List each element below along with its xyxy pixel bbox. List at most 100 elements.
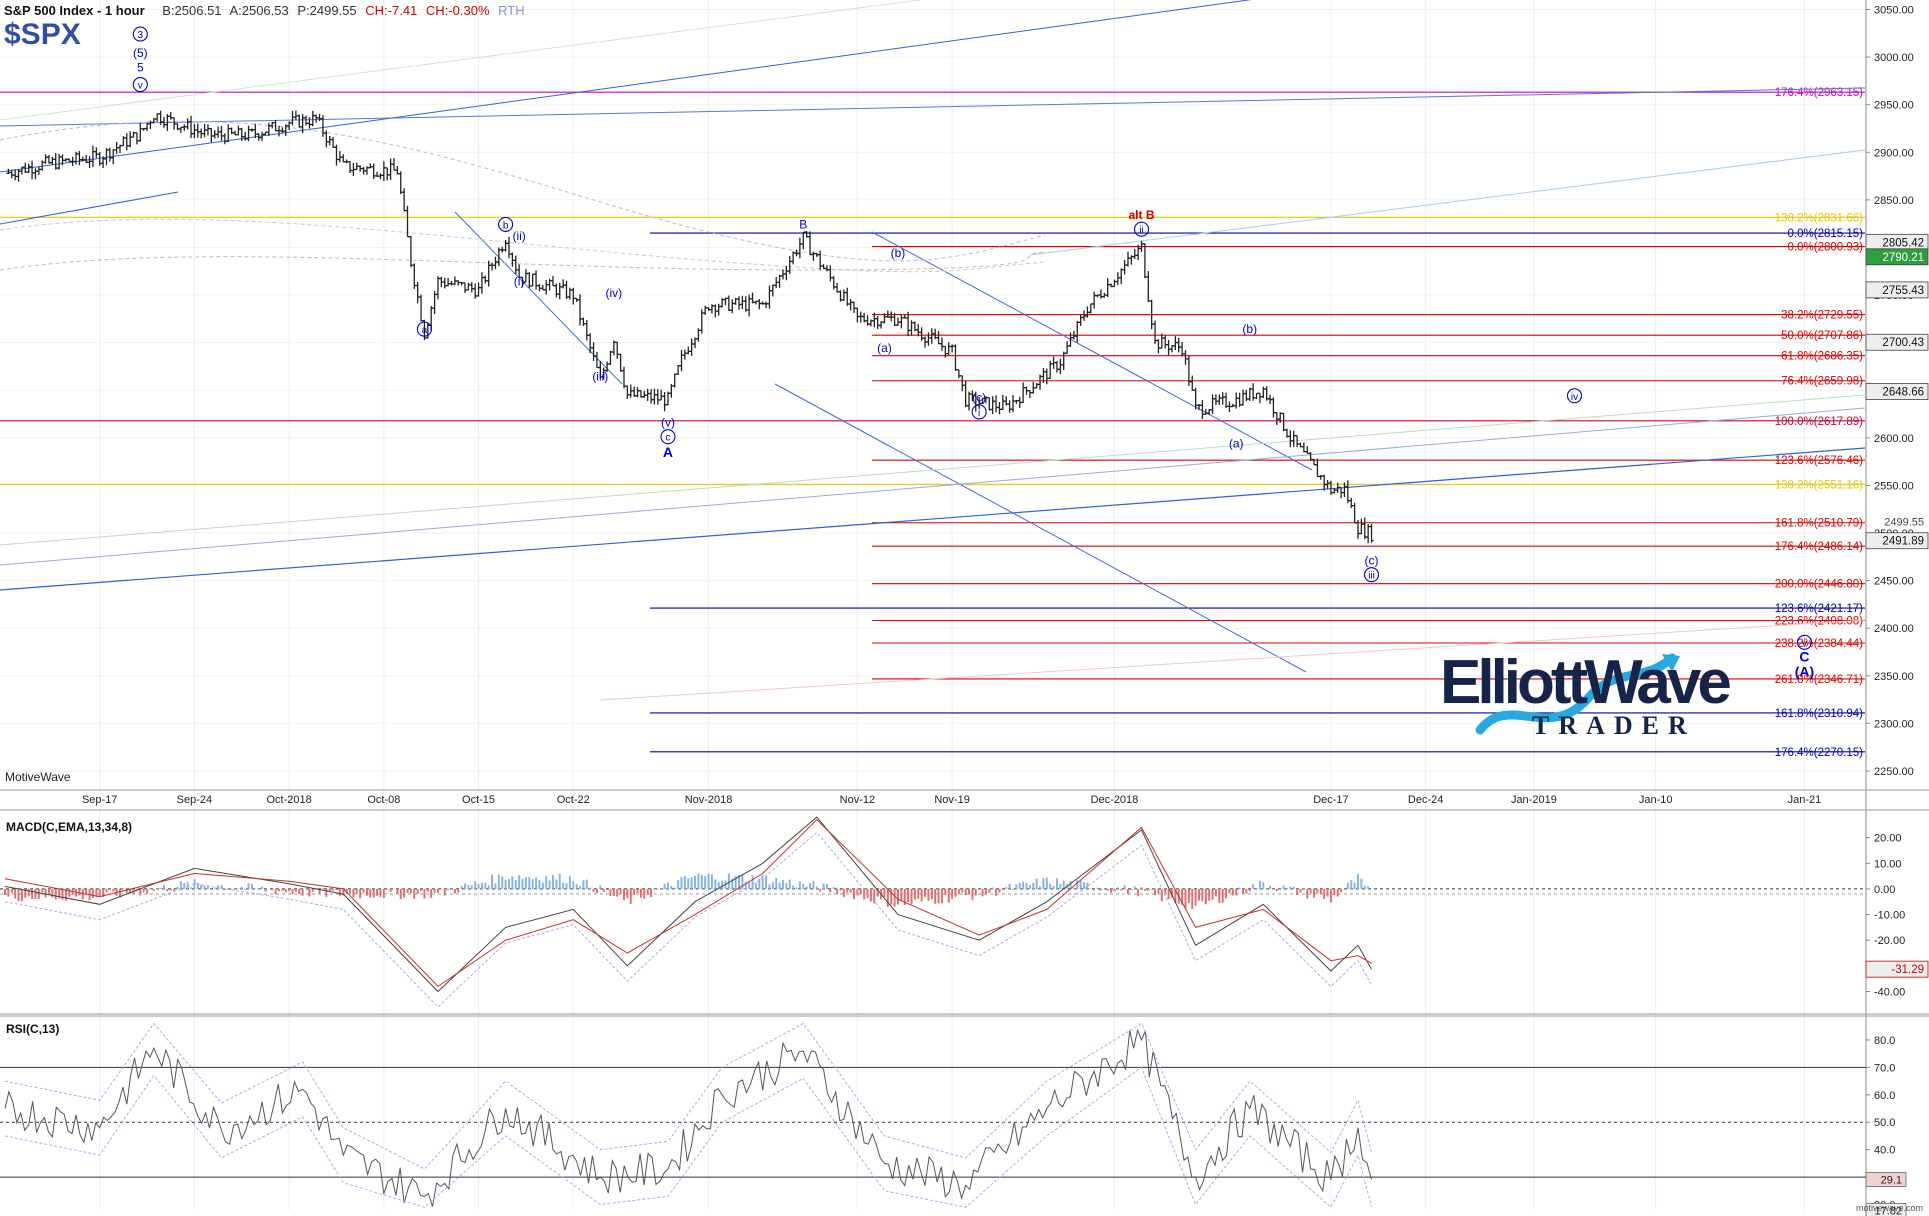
bid-quote: B:2506.51 xyxy=(162,3,222,18)
ohlc-bar xyxy=(36,166,41,175)
x-tick-label: Dec-2018 xyxy=(1091,794,1139,806)
wave-label: (iii) xyxy=(592,370,608,384)
moving-average-line xyxy=(0,251,1046,271)
ohlc-bar xyxy=(1281,412,1286,432)
fib-label: 161.8%(2510.79) xyxy=(1775,518,1863,530)
x-tick-label: Sep-24 xyxy=(177,794,212,806)
ohlc-bar xyxy=(1125,251,1130,267)
ohlc-bar xyxy=(936,331,941,345)
ohlc-bar xyxy=(209,127,214,143)
ohlc-bar xyxy=(1183,350,1188,365)
rsi-y-label: 80.0 xyxy=(1874,1035,1895,1047)
fib-label: 138.2%(2551.16) xyxy=(1775,479,1863,491)
ohlc-bar xyxy=(1291,430,1296,447)
ohlc-bar xyxy=(1119,268,1124,285)
wave-label: (ii) xyxy=(512,229,525,243)
ohlc-bar xyxy=(378,173,383,180)
ohlc-bar xyxy=(1257,392,1262,404)
ohlc-bar xyxy=(391,158,396,171)
macd-title: MACD(C,EMA,13,34,8) xyxy=(6,820,133,834)
ohlc-bar xyxy=(1054,361,1059,373)
ohlc-bar xyxy=(615,341,620,359)
x-tick-label: Oct-22 xyxy=(557,794,590,806)
wave-label: (v) xyxy=(661,415,675,429)
x-tick-label: Nov-19 xyxy=(934,794,969,806)
ohlc-bar xyxy=(767,285,772,309)
wave-label: alt B xyxy=(1129,208,1155,222)
fib-label: 123.6%(2421.17) xyxy=(1775,603,1863,615)
ohlc-bar xyxy=(635,387,640,398)
ohlc-bar xyxy=(1007,400,1012,413)
ohlc-bar xyxy=(138,123,143,142)
x-tick-label: Oct-08 xyxy=(367,794,400,806)
wave-label: v xyxy=(1802,638,1807,649)
y-tick-label: 2250.00 xyxy=(1874,766,1914,778)
price-tag-label: 2700.43 xyxy=(1882,337,1924,349)
fib-label: 123.6%(2576.46) xyxy=(1775,455,1863,467)
ohlc-bar xyxy=(1369,523,1374,543)
x-tick-label: Oct-15 xyxy=(462,794,495,806)
ohlc-bar xyxy=(544,279,549,295)
x-tick-label: Dec-17 xyxy=(1313,794,1348,806)
ohlc-bar xyxy=(808,231,813,256)
wave-label: 5 xyxy=(137,60,144,74)
ohlc-bar xyxy=(155,113,160,122)
ohlc-bar xyxy=(107,147,112,162)
ohlc-bar xyxy=(1142,243,1147,279)
ohlc-bar xyxy=(246,125,251,142)
ohlc-bar xyxy=(1122,259,1127,275)
price-quote: P:2499.55 xyxy=(297,3,357,18)
y-tick-label: 2400.00 xyxy=(1874,623,1914,635)
symbol-label: $SPX xyxy=(4,18,81,51)
ohlc-bar xyxy=(1000,394,1005,410)
ohlc-bar xyxy=(463,282,468,294)
ohlc-bar xyxy=(1261,386,1266,399)
ohlc-bar xyxy=(956,369,961,379)
ohlc-bar xyxy=(530,273,535,287)
x-tick-label: Jan-2019 xyxy=(1511,794,1557,806)
ohlc-bar xyxy=(764,301,769,309)
ohlc-bar xyxy=(290,110,295,126)
price-tag-label: 2491.89 xyxy=(1882,536,1924,548)
ohlc-bar xyxy=(652,388,657,405)
wave-circle xyxy=(1133,221,1150,237)
ohlc-bar xyxy=(1301,442,1306,453)
price-axis-bg xyxy=(1866,0,1929,1216)
price-tag-label: 2648.66 xyxy=(1882,387,1924,399)
ohlc-bar xyxy=(662,391,667,412)
ohlc-bar xyxy=(1305,446,1310,455)
logo-sub: TRADER xyxy=(1532,711,1696,740)
ohlc-bar xyxy=(929,328,934,344)
ohlc-bar xyxy=(777,274,782,288)
x-tick-label: Oct-2018 xyxy=(267,794,312,806)
wave-label: 3 xyxy=(138,30,144,41)
ohlc-bar xyxy=(899,314,904,329)
ohlc-bar xyxy=(1044,368,1049,385)
fib-label: 238.2%(2384.44) xyxy=(1775,638,1863,650)
ohlc-bar xyxy=(307,117,312,129)
ohlc-bar xyxy=(1176,337,1181,353)
ohlc-bar xyxy=(124,133,129,151)
ohlc-bar xyxy=(963,380,968,408)
ohlc-bar xyxy=(1156,339,1161,354)
ohlc-bar xyxy=(510,252,515,267)
ohlc-bar xyxy=(33,168,38,180)
trend-line xyxy=(0,0,921,121)
ohlc-bar xyxy=(419,294,424,322)
platform-label: MotiveWave xyxy=(5,770,71,784)
trend-line xyxy=(0,447,1866,591)
ohlc-bar xyxy=(185,118,190,130)
macd-value-tag xyxy=(1865,960,1929,978)
ohlc-bar xyxy=(1240,389,1245,406)
macd-y-label: 10.00 xyxy=(1874,858,1902,870)
x-tick-label: Dec-24 xyxy=(1408,794,1443,806)
y-tick-label: 2550.00 xyxy=(1874,480,1914,492)
wave-label: b xyxy=(503,220,509,231)
rsi-band-low xyxy=(4,1066,1372,1209)
ohlc-bar xyxy=(916,323,921,337)
ohlc-bar xyxy=(192,123,197,139)
ohlc-bar xyxy=(801,231,806,250)
